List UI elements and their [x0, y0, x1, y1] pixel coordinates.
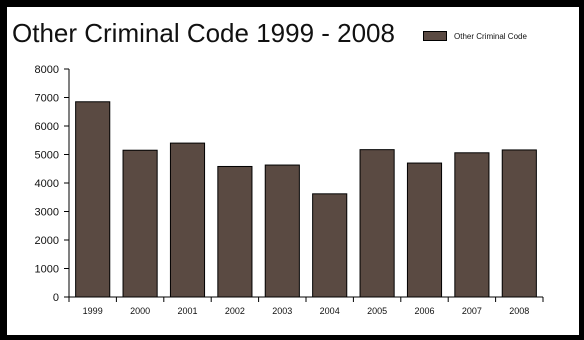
x-tick-label: 2005	[367, 306, 387, 316]
x-axis: 1999 2000 2001 2002 2003 2004 2005 2006 2007 2008	[68, 296, 544, 316]
y-tick-label: 0	[53, 292, 59, 304]
legend: Other Criminal Code	[423, 30, 527, 42]
x-tick-label: 2003	[272, 306, 292, 316]
x-tick-label: 2004	[320, 306, 340, 316]
y-tick-label: 5000	[35, 150, 59, 162]
chart-title: Other Criminal Code 1999 - 2008	[12, 18, 395, 48]
bar-1999	[75, 101, 111, 298]
x-tick-label: 2002	[225, 306, 245, 316]
legend-label: Other Criminal Code	[454, 31, 527, 41]
bar-2007	[454, 152, 490, 298]
x-tick-label: 2000	[130, 306, 150, 316]
y-tick-label: 8000	[35, 64, 59, 76]
bar-2005	[359, 149, 395, 298]
bar-2000	[122, 149, 158, 298]
y-tick-label: 6000	[35, 121, 59, 133]
bar-2004	[312, 193, 348, 298]
x-tick-label: 2001	[177, 306, 197, 316]
x-tick-label: 2006	[414, 306, 434, 316]
bars	[75, 101, 537, 298]
bar-2003	[264, 164, 300, 298]
y-tick-label: 2000	[35, 235, 59, 247]
x-tick-label: 2007	[462, 306, 482, 316]
y-tick-label: 1000	[35, 264, 59, 276]
x-tick-label: 1999	[83, 306, 103, 316]
bar-2006	[406, 162, 443, 298]
bar-2008	[501, 149, 537, 298]
bar-2002	[217, 165, 253, 298]
legend-swatch	[423, 31, 447, 41]
y-tick-label: 7000	[35, 93, 59, 105]
y-tick-label: 3000	[35, 207, 59, 219]
y-axis: 0 1000 2000 3000 4000 5000 6000 7000 8000	[35, 64, 70, 304]
x-tick-label: 2008	[509, 306, 529, 316]
bar-2001	[169, 142, 206, 298]
y-tick-label: 4000	[35, 178, 59, 190]
